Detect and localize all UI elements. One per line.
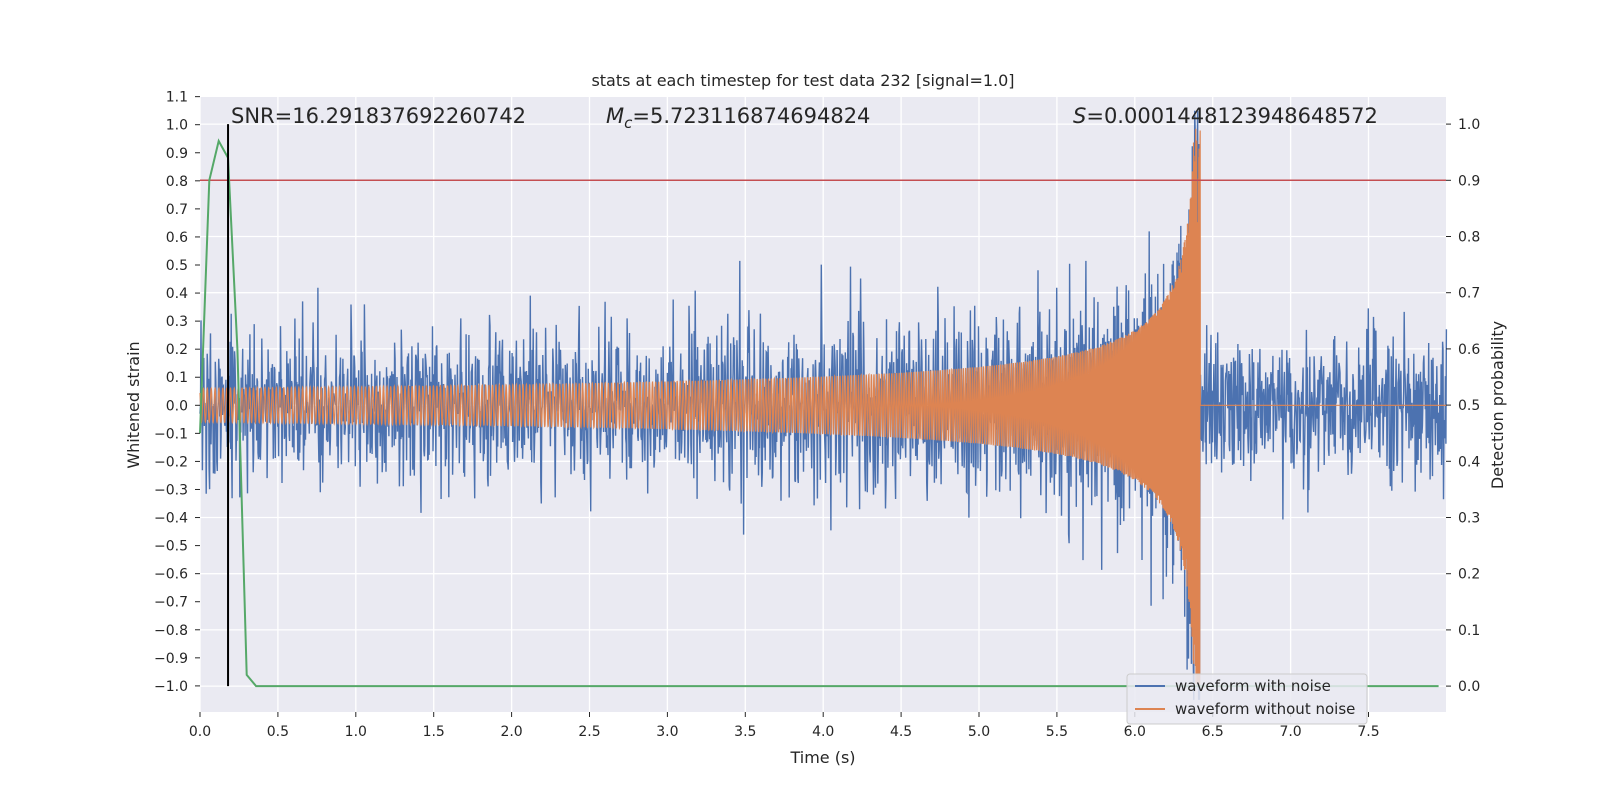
y-tick-label: 0.3 xyxy=(166,314,188,330)
y-tick-label: −0.5 xyxy=(154,539,188,555)
right-tick-label: 0.9 xyxy=(1458,173,1480,189)
y-tick-label: −0.4 xyxy=(154,511,188,527)
x-tick-label: 3.0 xyxy=(656,724,678,740)
x-tick-label: 4.0 xyxy=(812,724,834,740)
legend: waveform with noise waveform without noi… xyxy=(1126,673,1368,725)
x-tick-label: 6.0 xyxy=(1124,724,1146,740)
y-tick-label: −0.9 xyxy=(154,651,188,667)
series-waveform-without-noise xyxy=(199,128,1447,686)
x-tick-label: 5.5 xyxy=(1046,724,1068,740)
y-tick-label: 1.0 xyxy=(166,118,188,134)
right-axis-ticks: 1.0 0.9 0.8 0.7 0.6 0.5 0.4 0.3 0.2 0.1 0.0 xyxy=(1446,117,1480,695)
x-tick-label: 6.5 xyxy=(1202,724,1224,740)
x-tick-label: 2.0 xyxy=(500,724,522,740)
y-tick-label: −0.6 xyxy=(154,567,188,583)
y-tick-label: 0.5 xyxy=(166,258,188,274)
chirp-mass-value: =5.723116874694824 xyxy=(632,104,870,128)
legend-label-clean: waveform without noise xyxy=(1175,700,1355,718)
y-tick-label: 0.8 xyxy=(166,174,188,190)
right-tick-label: 0.6 xyxy=(1458,342,1480,358)
y-tick-label: 0.1 xyxy=(166,370,188,386)
chirp-mass-symbol: M xyxy=(606,104,624,128)
chart-title: stats at each timestep for test data 232… xyxy=(591,71,1014,90)
y-axis-ticks: 1.1 1.0 0.9 0.8 0.7 0.6 0.5 0.4 0.3 0.2 0.1 0.0 −0.1… xyxy=(154,90,200,695)
y-tick-label: 0.7 xyxy=(166,202,188,218)
right-tick-label: 1.0 xyxy=(1458,117,1480,133)
y-tick-label: 0.9 xyxy=(166,146,188,162)
chirp-mass-annotation: Mc=5.723116874694824 xyxy=(606,104,870,132)
right-tick-label: 0.1 xyxy=(1458,623,1480,639)
chirp-mass-subscript: c xyxy=(624,114,633,132)
y-tick-label: −0.7 xyxy=(154,595,188,611)
right-tick-label: 0.3 xyxy=(1458,511,1480,527)
right-tick-label: 0.4 xyxy=(1458,454,1480,470)
series-detection-probability xyxy=(199,138,1439,688)
x-axis-ticks: 0.0 0.5 1.0 1.5 2.0 2.5 3.0 3.5 4.0 4.5 5.0 5.5 6.0 6… xyxy=(189,712,1380,740)
y-tick-label: −0.8 xyxy=(154,623,188,639)
x-tick-label: 1.5 xyxy=(423,724,445,740)
x-tick-label: 7.5 xyxy=(1357,724,1379,740)
legend-label-noise: waveform with noise xyxy=(1175,677,1331,695)
y-tick-label: 1.1 xyxy=(166,90,188,106)
x-tick-label: 5.0 xyxy=(968,724,990,740)
y-tick-label: −0.2 xyxy=(154,454,188,470)
legend-box xyxy=(1126,673,1368,725)
x-tick-label: 7.0 xyxy=(1279,724,1301,740)
y-tick-label: 0.4 xyxy=(166,286,188,302)
snr-annotation: SNR=16.291837692260742 xyxy=(231,104,526,128)
plot-content xyxy=(199,110,1448,700)
right-tick-label: 0.0 xyxy=(1458,679,1480,695)
y-tick-label: 0.2 xyxy=(166,342,188,358)
s-value: =0.0001448123948648572 xyxy=(1086,104,1378,128)
y-tick-label: −0.3 xyxy=(154,482,188,498)
right-tick-label: 0.5 xyxy=(1458,398,1480,414)
s-symbol: S xyxy=(1073,104,1086,128)
x-axis-label: Time (s) xyxy=(789,748,855,767)
x-tick-label: 2.5 xyxy=(578,724,600,740)
right-tick-label: 0.7 xyxy=(1458,286,1480,302)
y-tick-label: −1.0 xyxy=(154,679,188,695)
right-tick-label: 0.2 xyxy=(1458,567,1480,583)
s-annotation: S=0.0001448123948648572 xyxy=(1073,104,1378,128)
x-tick-label: 0.5 xyxy=(267,724,289,740)
right-tick-label: 0.8 xyxy=(1458,230,1480,246)
x-tick-label: 4.5 xyxy=(890,724,912,740)
x-tick-label: 1.0 xyxy=(345,724,367,740)
x-tick-label: 0.0 xyxy=(189,724,211,740)
y-tick-label: 0.0 xyxy=(166,398,188,414)
y-tick-label: 0.6 xyxy=(166,230,188,246)
y-axis-label: Whitened strain xyxy=(124,341,143,468)
y-tick-label: −0.1 xyxy=(154,426,188,442)
annotations: SNR=16.291837692260742 Mc=5.723116874694… xyxy=(231,104,1378,132)
right-axis-label: Detection probability xyxy=(1488,321,1507,489)
x-tick-label: 3.5 xyxy=(734,724,756,740)
